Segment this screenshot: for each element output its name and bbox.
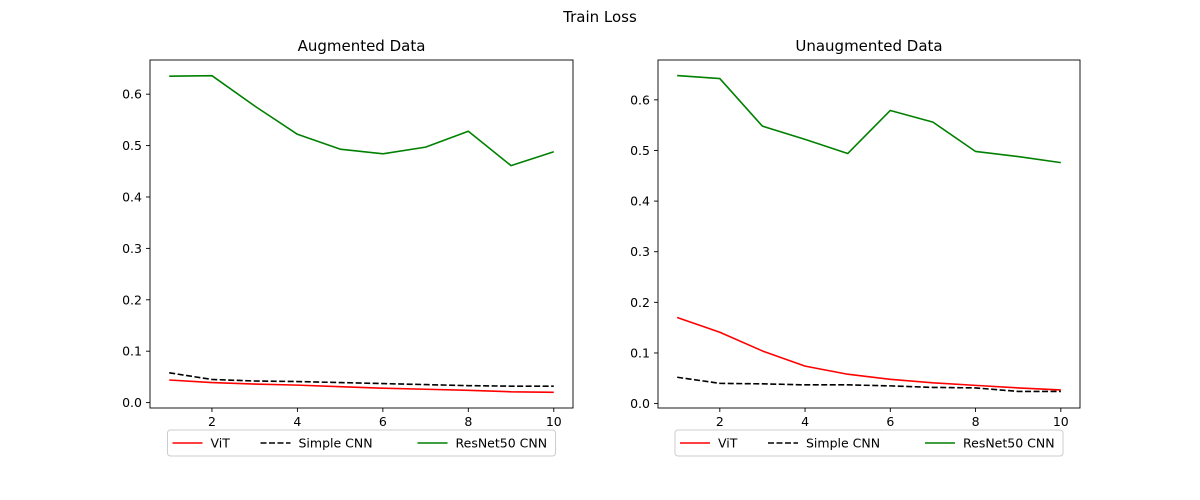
axes-frame bbox=[149, 59, 574, 409]
legend-label: ViT bbox=[718, 436, 738, 451]
subplot-1: Augmented Data 2 4 6 8 10 0.0 0.1 0.2 0.3 0.4 0.5 0.… bbox=[122, 37, 574, 457]
subplot-title: Unaugmented Data bbox=[795, 37, 942, 55]
x-tick-label: 2 bbox=[716, 414, 724, 429]
series-line-simple-cnn bbox=[169, 371, 554, 387]
legend-box bbox=[674, 429, 1064, 457]
x-tick-label: 6 bbox=[886, 414, 894, 429]
y-tick-label: 0.2 bbox=[630, 295, 650, 310]
legend: ViT Simple CNN ResNet50 CNN bbox=[167, 429, 556, 457]
subplot-2: Unaugmented Data 2 4 6 8 10 0.0 0.1 0.2 0.3 0.4 0.5… bbox=[630, 37, 1081, 457]
y-tick-label: 0.1 bbox=[122, 344, 142, 359]
series-line-vit bbox=[169, 379, 554, 394]
series-line-resnet50-cnn bbox=[677, 74, 1061, 164]
subplot-panels: Augmented Data 2 4 6 8 10 0.0 0.1 0.2 0.3 0.4 0.5 0.… bbox=[122, 37, 1081, 457]
subplot-title: Augmented Data bbox=[298, 37, 426, 55]
y-tick-label: 0.2 bbox=[122, 292, 142, 307]
legend-box bbox=[167, 429, 556, 457]
series-line-vit bbox=[676, 316, 1061, 391]
legend-label: Simple CNN bbox=[299, 436, 373, 451]
y-tick-label: 0.6 bbox=[122, 87, 142, 102]
y-tick-label: 0.1 bbox=[630, 345, 650, 360]
legend: ViT Simple CNN ResNet50 CNN bbox=[674, 429, 1064, 457]
x-tick-label: 10 bbox=[1053, 414, 1069, 429]
legend-label: ResNet50 CNN bbox=[456, 436, 548, 451]
y-tick-label: 0.5 bbox=[630, 143, 650, 158]
x-tick-label: 8 bbox=[464, 414, 472, 429]
legend-label: ResNet50 CNN bbox=[963, 436, 1055, 451]
x-tick-label: 8 bbox=[972, 414, 980, 429]
x-tick-label: 10 bbox=[546, 414, 562, 429]
x-tick-label: 2 bbox=[208, 414, 216, 429]
y-tick-label: 0.0 bbox=[122, 395, 142, 410]
series-line-simple-cnn bbox=[677, 376, 1061, 393]
axes-frame bbox=[657, 59, 1081, 409]
y-tick-label: 0.3 bbox=[630, 244, 650, 259]
series-line-resnet50-cnn bbox=[169, 74, 555, 167]
y-tick-label: 0.4 bbox=[630, 194, 650, 209]
y-tick-label: 0.6 bbox=[630, 92, 650, 107]
y-tick-label: 0.3 bbox=[122, 241, 142, 256]
legend-label: ViT bbox=[211, 436, 231, 451]
x-tick-label: 4 bbox=[801, 414, 809, 429]
x-tick-label: 6 bbox=[379, 414, 387, 429]
y-tick-label: 0.4 bbox=[122, 189, 142, 204]
legend-label: Simple CNN bbox=[806, 436, 880, 451]
figure-suptitle: Train Loss bbox=[562, 8, 637, 26]
y-tick-label: 0.0 bbox=[630, 396, 650, 411]
x-tick-label: 4 bbox=[293, 414, 301, 429]
y-tick-label: 0.5 bbox=[122, 138, 142, 153]
